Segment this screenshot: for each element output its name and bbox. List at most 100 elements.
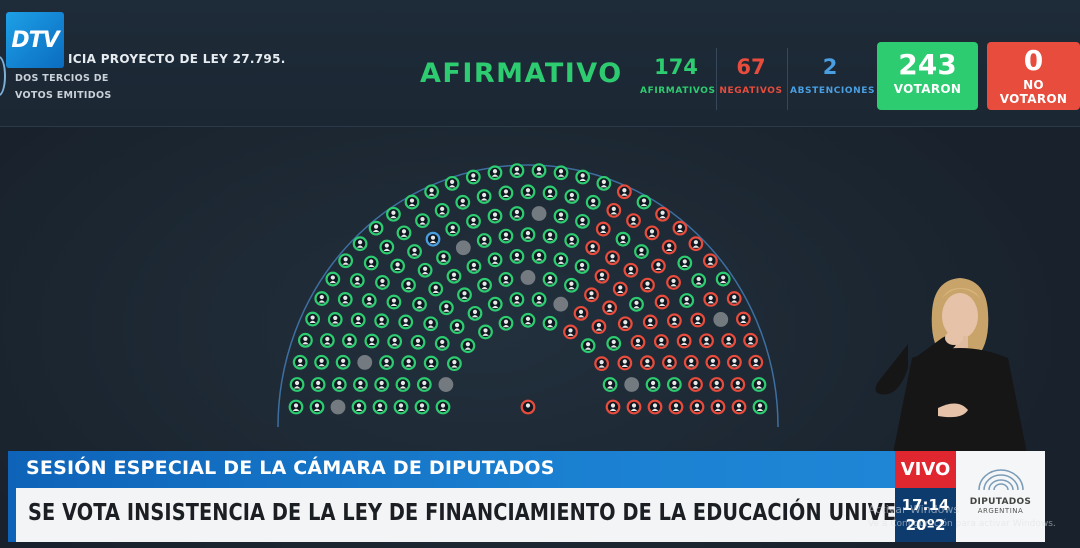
hemicycle-seat-icon — [414, 399, 430, 415]
hemicycle-seat-icon — [415, 213, 430, 229]
hemicycle-seat-icon — [713, 312, 729, 327]
hemicycle-seat-icon — [679, 293, 695, 308]
hemicycle-seat-icon — [434, 202, 450, 218]
stat-divider — [716, 48, 717, 110]
clock-panel: 17:14 20º2 — [895, 488, 956, 542]
hemicycle-seat-icon — [460, 338, 476, 354]
hemicycle-seat-icon — [703, 291, 719, 307]
hemicycle-seat-icon — [314, 354, 330, 370]
lower-third-kicker: SESIÓN ESPECIAL DE LA CÁMARA DE DIPUTADO… — [8, 451, 895, 488]
hemicycle-seat-icon — [662, 355, 677, 370]
negativos-label: NEGATIVOS — [719, 86, 783, 96]
hemicycle-seat-icon — [531, 292, 547, 307]
hemicycle-seat-icon — [564, 189, 580, 204]
hemicycle-seat-icon — [438, 377, 454, 392]
hemicycle-seat-icon — [509, 292, 525, 307]
hemicycle-seat-icon — [310, 377, 326, 392]
hemicycle-seat-icon — [401, 277, 416, 293]
hemicycle-seat-icon — [361, 293, 377, 308]
hemicycle-seat-icon — [735, 311, 751, 327]
hemicycle-seat-icon — [487, 252, 503, 268]
hemicycle-seat-icon — [585, 194, 601, 210]
hemicycle-seat-icon — [653, 334, 669, 349]
hemicycle-seat-icon — [721, 333, 737, 348]
afirmativos-count: 174 — [654, 55, 698, 79]
congress-dome-icon — [977, 469, 1024, 491]
hemicycle-outline — [277, 164, 779, 428]
hemicycle-seat-icon — [629, 296, 644, 312]
hemicycle-seat-icon — [509, 206, 525, 221]
hemicycle-seat-map — [277, 163, 779, 428]
hemicycle-seat-icon — [487, 296, 503, 312]
requirement-line-1: DOS TERCIOS DE — [15, 73, 109, 84]
hemicycle-seat-icon — [342, 333, 357, 349]
hemicycle-seat-icon — [531, 206, 547, 221]
hemicycle-seat-icon — [602, 300, 618, 316]
hemicycle-seat-icon — [390, 258, 406, 274]
hemicycle-seat-icon — [379, 355, 394, 370]
hemicycle-seat-icon — [748, 354, 764, 370]
hemicycle-seat-icon — [743, 332, 759, 348]
hemicycle-seat-icon — [564, 233, 580, 248]
hemicycle-seat-icon — [563, 324, 578, 340]
hemicycle-seat-icon — [542, 185, 558, 201]
hemicycle-seat-icon — [699, 333, 714, 349]
hemicycle-seat-icon — [338, 253, 354, 269]
hemicycle-seat-icon — [624, 377, 640, 392]
clock-time: 17:14 — [901, 496, 950, 514]
law-title: ICIA PROYECTO DE LEY 27.795. — [68, 52, 286, 66]
hemicycle-seat-icon — [374, 377, 390, 392]
hemicycle-seat-icon — [498, 228, 514, 244]
hemicycle-seat-icon — [730, 377, 746, 392]
vote-result: AFIRMATIVO — [420, 58, 623, 89]
hemicycle-seat-icon — [564, 277, 579, 293]
hemicycle-seat-icon — [457, 287, 472, 303]
hemicycle-seat-icon — [368, 220, 384, 236]
president-seat-icon — [520, 399, 536, 415]
hemicycle-seat-icon — [676, 333, 692, 349]
hemicycle-seat-icon — [477, 277, 492, 293]
watermark-line-1: Activar Windows — [868, 503, 960, 516]
hemicycle-seat-icon — [691, 273, 707, 288]
hemicycle-seat-icon — [645, 377, 661, 392]
dtv-logo: DTV — [6, 12, 64, 68]
hemicycle-seat-icon — [650, 258, 666, 274]
watermark-line-2: Ve a Configuración para activar Windows. — [868, 519, 1056, 529]
hemicycle-seat-icon — [594, 356, 610, 372]
temperature: 20º2 — [905, 516, 946, 534]
hemicycle-seat-icon — [688, 236, 704, 252]
hemicycle-seat-icon — [668, 399, 684, 415]
hemicycle-seat-icon — [288, 399, 304, 415]
hemicycle-seat-icon — [731, 399, 747, 415]
hemicycle-seat-icon — [655, 206, 670, 222]
hemicycle-seat-icon — [553, 252, 569, 268]
hemicycle-seat-icon — [487, 208, 503, 224]
logo-text: DTV — [11, 27, 59, 53]
hemicycle-seat-icon — [688, 377, 703, 392]
hemicycle-seat-icon — [476, 189, 492, 204]
hemicycle-seat-icon — [444, 175, 460, 191]
hemicycle-seat-icon — [436, 250, 451, 266]
hemicycle-seat-icon — [423, 355, 439, 371]
live-badge: VIVO — [895, 451, 956, 488]
hemicycle-seat-icon — [289, 377, 305, 392]
hemicycle-seat-icon — [467, 305, 483, 321]
hemicycle-seat-icon — [435, 399, 451, 415]
hemicycle-seat-icon — [465, 169, 481, 185]
abstenciones-label: ABSTENCIONES — [790, 86, 876, 96]
no-votaron-label-2: VOTARON — [999, 92, 1068, 106]
hemicycle-seat-icon — [705, 354, 721, 370]
hemicycle-seat-icon — [612, 281, 628, 297]
hemicycle-seat-icon — [416, 377, 432, 392]
votaron-box: 243 VOTARON — [877, 42, 978, 110]
hemicycle-seat-icon — [553, 165, 569, 181]
hemicycle-seat-icon — [709, 377, 725, 392]
hemicycle-seat-icon — [487, 165, 503, 181]
votaron-count: 243 — [898, 48, 957, 81]
hemicycle-seat-icon — [520, 184, 536, 200]
hemicycle-seat-icon — [580, 338, 596, 354]
hemicycle-seat-icon — [689, 399, 705, 415]
hemicycle-seat-icon — [672, 220, 688, 236]
hemicycle-seat-icon — [666, 275, 681, 290]
hemicycle-seat-icon — [325, 271, 341, 287]
